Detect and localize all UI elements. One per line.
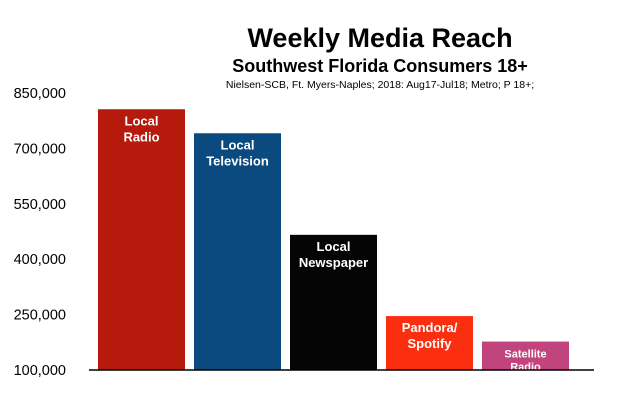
y-axis: 100,000 250,000 400,000 550,000 700,000 850,0… <box>14 86 66 379</box>
bar-category-label: Local <box>221 137 255 152</box>
y-tick-label: 400,000 <box>14 252 66 268</box>
source-note: Nielsen-SCB, Ft. Myers-Naples; 2018: Aug… <box>226 79 534 91</box>
y-tick-label: 250,000 <box>14 308 66 324</box>
y-tick-label: 850,000 <box>14 86 66 102</box>
bar <box>386 316 473 370</box>
bar-category-label: Local <box>317 239 351 254</box>
bar-category-label: Local <box>125 113 159 128</box>
bar-category-label: Radio <box>510 362 541 374</box>
chart-subtitle: Southwest Florida Consumers 18+ <box>232 56 528 76</box>
y-tick-label: 550,000 <box>14 197 66 213</box>
chart-title: Weekly Media Reach <box>247 23 512 53</box>
bars-group: LocalRadioLocalTelevisionLocalNewspaperP… <box>98 109 569 374</box>
bar <box>194 133 281 370</box>
bar <box>98 109 185 370</box>
bar-category-label: Spotify <box>407 336 452 351</box>
bar-category-label: Radio <box>123 129 159 144</box>
bar <box>290 234 377 370</box>
y-tick-label: 700,000 <box>14 141 66 157</box>
bar <box>482 341 569 370</box>
bar-category-label: Satellite <box>504 349 546 361</box>
y-tick-label: 100,000 <box>14 363 66 379</box>
bar-category-label: Television <box>206 153 269 168</box>
bar-category-label: Pandora/ <box>402 320 458 335</box>
bar-category-label: Newspaper <box>299 255 368 270</box>
